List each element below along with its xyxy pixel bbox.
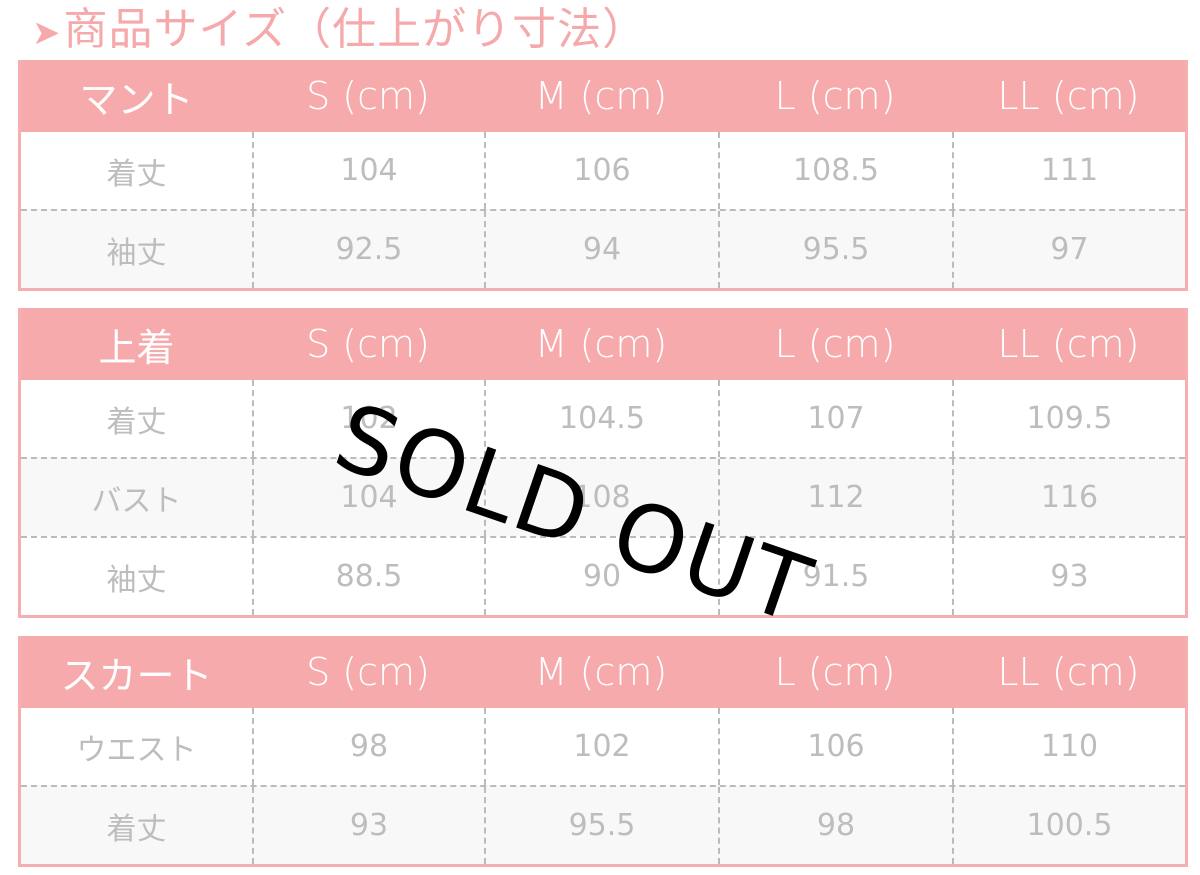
table-header-item: マント [79,77,194,122]
table-row: 袖丈 92.5 94 95.5 97 [21,209,1185,288]
table-header-item: 上着 [98,325,175,370]
table-header-size: LL (cm) [997,650,1140,694]
table-cell: 104 [252,132,484,209]
table-cell: 95.5 [484,787,718,864]
row-label: ウエスト [76,732,197,768]
table-header-size: M (cm) [534,650,668,694]
table-cell: 109.5 [952,380,1185,457]
table-row: 着丈 104 106 108.5 111 [21,132,1185,209]
table-header-size: S (cm) [306,322,430,366]
row-label: 袖丈 [106,562,167,598]
table-cell: 116 [952,459,1185,536]
table-row: 着丈 102 104.5 107 109.5 [21,380,1185,457]
table-cell: 111 [952,132,1185,209]
table-header-item: スカート [60,653,213,698]
table-header-size: S (cm) [306,74,430,118]
table-header-size: LL (cm) [997,74,1140,118]
table-header-size: L (cm) [774,74,896,118]
table-header-size: L (cm) [774,322,896,366]
row-label: バスト [91,483,182,519]
arrow-icon: ➤ [32,13,62,53]
size-table-skirt: スカート S (cm) M (cm) L (cm) LL (cm) ウエスト 98 102 10… [18,636,1188,867]
table-cell: 95.5 [718,211,952,288]
row-label: 着丈 [106,404,167,440]
table-header: スカート S (cm) M (cm) L (cm) LL (cm) [21,636,1185,708]
table-cell: 90 [484,538,718,615]
table-cell: 108.5 [718,132,952,209]
row-label: 袖丈 [106,235,167,271]
table-header-size: M (cm) [534,322,668,366]
page-title: ➤商品サイズ（仕上がり寸法） [32,2,647,61]
table-cell: 102 [252,380,484,457]
table-cell: 106 [718,708,952,785]
title-text: 商品サイズ（仕上がり寸法） [63,4,648,55]
table-header: 上着 S (cm) M (cm) L (cm) LL (cm) [21,308,1185,380]
row-label: 着丈 [106,811,167,847]
table-cell: 112 [718,459,952,536]
table-cell: 93 [952,538,1185,615]
table-cell: 100.5 [952,787,1185,864]
table-cell: 106 [484,132,718,209]
table-header-size: L (cm) [774,650,896,694]
table-cell: 88.5 [252,538,484,615]
table-cell: 92.5 [252,211,484,288]
table-cell: 107 [718,380,952,457]
table-cell: 108 [484,459,718,536]
table-cell: 98 [252,708,484,785]
table-cell: 98 [718,787,952,864]
size-table-mantle: マント S (cm) M (cm) L (cm) LL (cm) 着丈 104 106 108.… [18,60,1188,291]
table-row: 袖丈 88.5 90 91.5 93 [21,536,1185,615]
table-cell: 91.5 [718,538,952,615]
table-cell: 94 [484,211,718,288]
table-cell: 102 [484,708,718,785]
table-row: バスト 104 108 112 116 [21,457,1185,536]
size-table-jacket: 上着 S (cm) M (cm) L (cm) LL (cm) 着丈 102 104.5 107… [18,308,1188,618]
row-label: 着丈 [106,156,167,192]
table-header-size: LL (cm) [997,322,1140,366]
table-cell: 104 [252,459,484,536]
table-row: ウエスト 98 102 106 110 [21,708,1185,785]
table-header-size: M (cm) [534,74,668,118]
table-row: 着丈 93 95.5 98 100.5 [21,785,1185,864]
table-cell: 93 [252,787,484,864]
table-header-size: S (cm) [306,650,430,694]
table-cell: 97 [952,211,1185,288]
table-header: マント S (cm) M (cm) L (cm) LL (cm) [21,60,1185,132]
table-cell: 104.5 [484,380,718,457]
table-cell: 110 [952,708,1185,785]
